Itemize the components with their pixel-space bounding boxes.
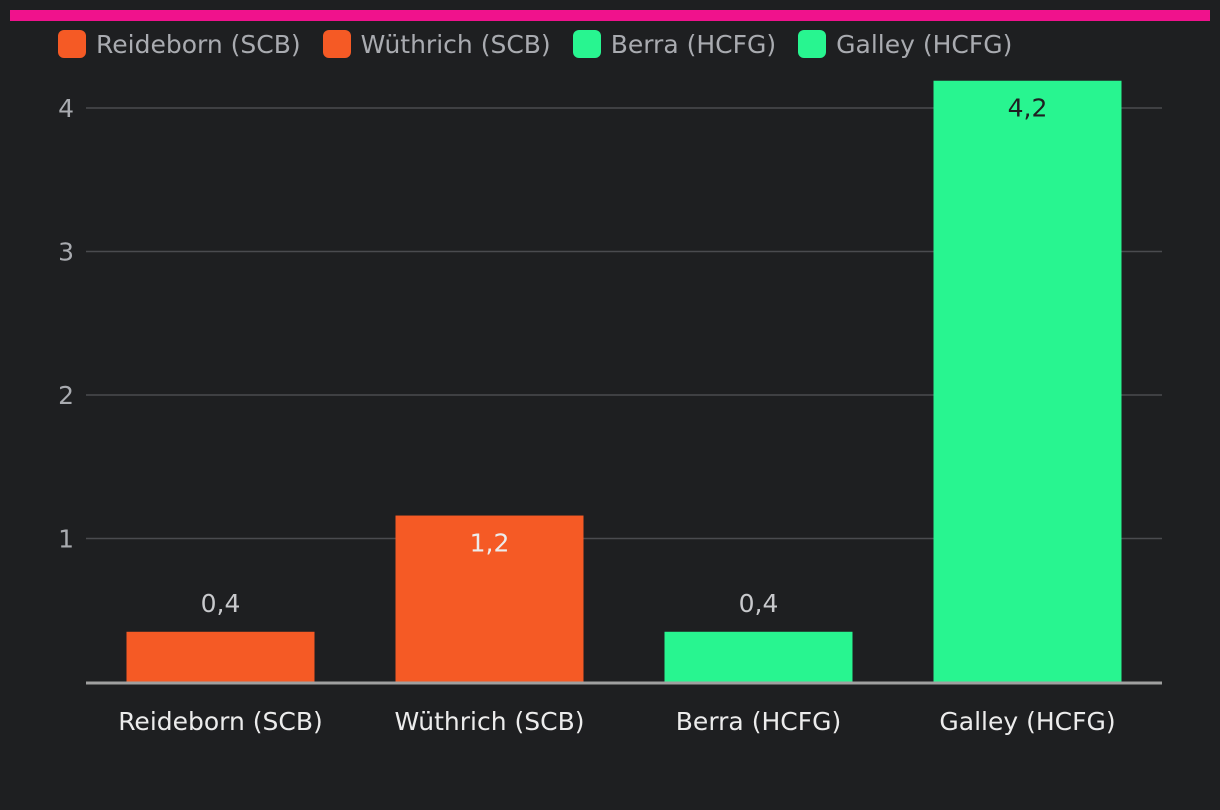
legend-label: Reideborn (SCB) [96, 29, 301, 59]
bar[interactable] [395, 515, 584, 682]
data-label: 4,2 [1008, 94, 1048, 123]
x-tick-label: Galley (HCFG) [939, 707, 1115, 736]
y-tick-label: 2 [58, 381, 74, 410]
data-label: 0,4 [201, 589, 241, 618]
bar[interactable] [933, 80, 1122, 683]
x-tick-label: Reideborn (SCB) [118, 707, 323, 736]
x-tick-label: Wüthrich (SCB) [394, 707, 584, 736]
legend-item[interactable]: Reideborn (SCB) [58, 30, 301, 59]
y-tick-label: 3 [58, 238, 74, 267]
bar[interactable] [664, 631, 853, 682]
legend-swatch [572, 30, 601, 58]
legend-item[interactable]: Berra (HCFG) [572, 29, 777, 59]
legend-label: Berra (HCFG) [610, 29, 777, 59]
legend-label: Galley (HCFG) [836, 29, 1013, 59]
accent-bar [10, 10, 1210, 21]
data-label: 1,2 [470, 529, 510, 558]
legend-item[interactable]: Galley (HCFG) [798, 30, 1012, 59]
y-tick-label: 1 [58, 525, 74, 554]
legend-swatch [58, 30, 86, 58]
data-label: 0,4 [739, 589, 779, 618]
bar[interactable] [126, 631, 315, 682]
y-tick-label: 4 [58, 94, 74, 123]
legend-swatch [322, 30, 351, 58]
legend-label: Wüthrich (SCB) [360, 29, 551, 59]
legend-swatch [798, 30, 827, 58]
legend-item[interactable]: Wüthrich (SCB) [322, 29, 551, 59]
legend: Reideborn (SCB) Wüthrich (SCB) Berra (HCFG… [58, 26, 1034, 62]
x-tick-label: Berra (HCFG) [676, 707, 841, 736]
